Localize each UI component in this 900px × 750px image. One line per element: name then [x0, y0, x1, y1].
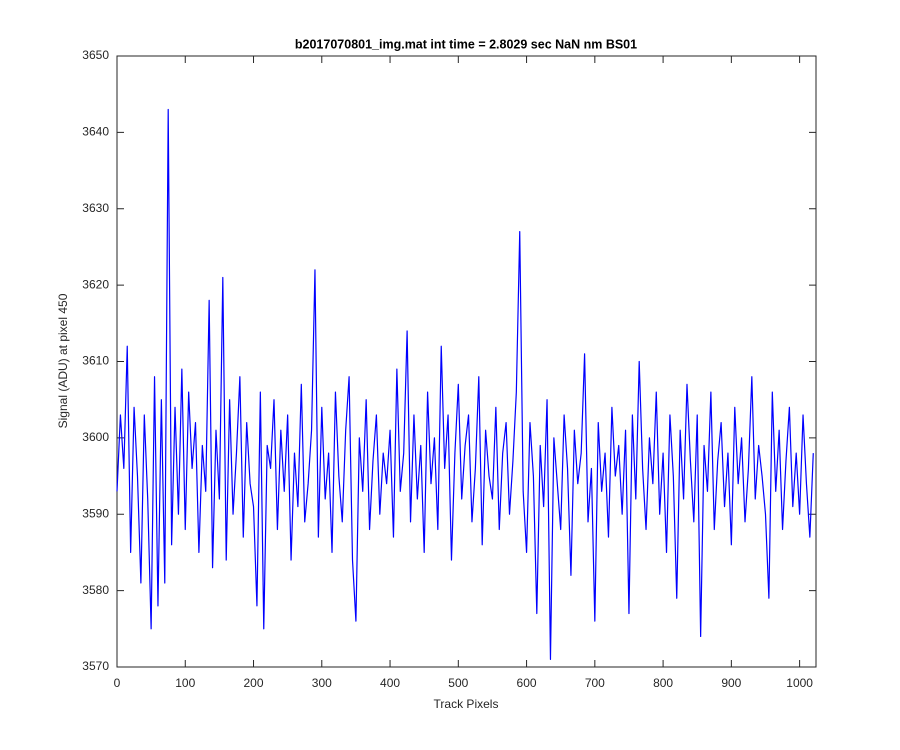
y-tick-label: 3600	[82, 430, 109, 444]
y-tick-label: 3620	[82, 277, 109, 291]
x-tick-label: 900	[721, 676, 741, 690]
x-tick-label: 1000	[786, 676, 813, 690]
y-tick-label: 3650	[82, 48, 109, 62]
x-tick-label: 600	[517, 676, 537, 690]
x-tick-label: 400	[380, 676, 400, 690]
y-tick-label: 3630	[82, 201, 109, 215]
x-tick-label: 300	[312, 676, 332, 690]
y-axis-label: Signal (ADU) at pixel 450	[56, 293, 70, 428]
x-tick-label: 100	[175, 676, 195, 690]
data-line	[116, 108, 814, 660]
x-tick-label: 700	[585, 676, 605, 690]
x-tick-label: 200	[244, 676, 264, 690]
y-tick-label: 3570	[82, 659, 109, 673]
y-tick-label: 3640	[82, 125, 109, 139]
x-tick-label: 500	[448, 676, 468, 690]
x-tick-label: 800	[653, 676, 673, 690]
y-tick-label: 3580	[82, 583, 109, 597]
chart-title: b2017070801_img.mat int time = 2.8029 se…	[295, 37, 637, 51]
x-axis-label: Track Pixels	[434, 697, 499, 711]
x-tick-label: 0	[114, 676, 121, 690]
y-tick-label: 3610	[82, 354, 109, 368]
y-tick-label: 3590	[82, 506, 109, 520]
